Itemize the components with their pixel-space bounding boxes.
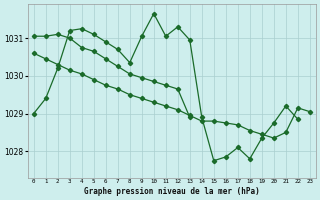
X-axis label: Graphe pression niveau de la mer (hPa): Graphe pression niveau de la mer (hPa) xyxy=(84,187,260,196)
